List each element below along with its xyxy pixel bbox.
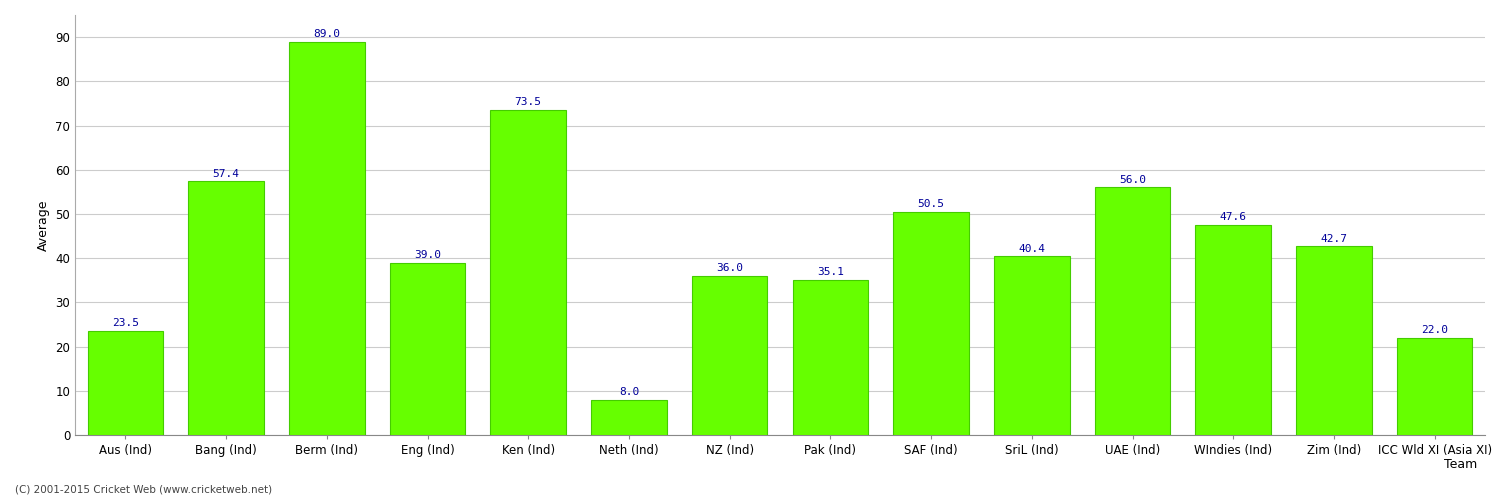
Text: 36.0: 36.0	[716, 263, 742, 273]
Bar	[290, 42, 364, 435]
Bar	[390, 262, 465, 435]
Text: 8.0: 8.0	[620, 387, 639, 397]
Text: 35.1: 35.1	[818, 267, 844, 277]
Text: 56.0: 56.0	[1119, 175, 1146, 185]
Bar	[1095, 188, 1170, 435]
Bar	[894, 212, 969, 435]
Bar	[591, 400, 666, 435]
Text: (C) 2001-2015 Cricket Web (www.cricketweb.net): (C) 2001-2015 Cricket Web (www.cricketwe…	[15, 485, 272, 495]
Y-axis label: Average: Average	[36, 199, 50, 251]
Text: 50.5: 50.5	[918, 199, 945, 209]
Bar	[792, 280, 868, 435]
Text: 39.0: 39.0	[414, 250, 441, 260]
Text: 47.6: 47.6	[1220, 212, 1246, 222]
Bar	[490, 110, 566, 435]
Text: 57.4: 57.4	[213, 168, 240, 178]
Text: 23.5: 23.5	[112, 318, 140, 328]
Bar	[692, 276, 768, 435]
Bar	[994, 256, 1070, 435]
Text: 73.5: 73.5	[514, 98, 541, 108]
Bar	[1396, 338, 1473, 435]
Text: 40.4: 40.4	[1019, 244, 1046, 254]
Text: 89.0: 89.0	[314, 29, 340, 39]
Bar	[189, 181, 264, 435]
Text: Team: Team	[1444, 458, 1478, 470]
Bar	[87, 331, 164, 435]
Bar	[1296, 246, 1371, 435]
Text: 42.7: 42.7	[1320, 234, 1347, 243]
Text: 22.0: 22.0	[1420, 325, 1448, 335]
Bar	[1196, 224, 1270, 435]
